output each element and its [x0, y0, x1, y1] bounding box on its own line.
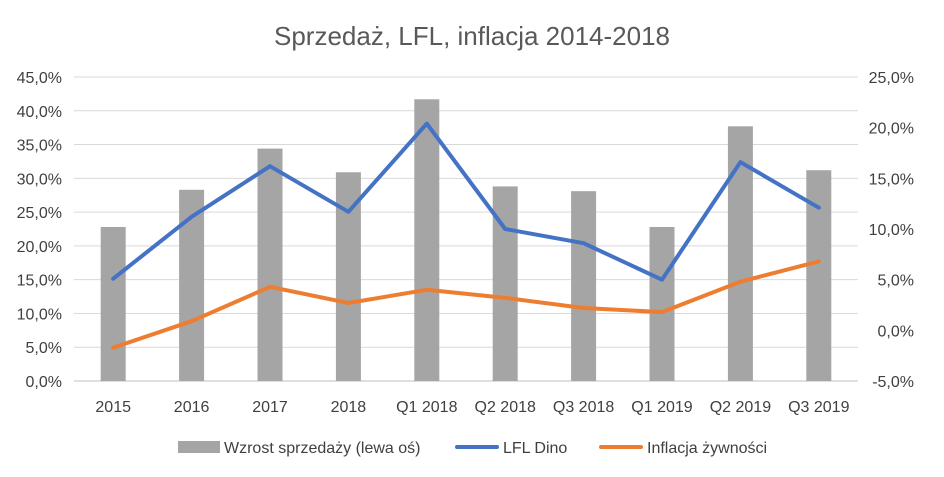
data-point [660, 310, 664, 314]
right-axis: -5,0% 0,0% 5,0% 10,0% 15,0% 20,0% 25,0% [869, 70, 914, 391]
left-tick-label: 10,0% [17, 306, 62, 323]
left-tick-label: 40,0% [17, 104, 62, 121]
x-tick-label: 2015 [95, 399, 131, 416]
line-series [111, 121, 821, 350]
data-point [268, 285, 272, 289]
legend-label: Wzrost sprzedaży (lewa oś) [224, 440, 421, 457]
data-point [346, 210, 350, 214]
left-tick-label: 5,0% [26, 340, 62, 357]
series-line [111, 259, 821, 350]
bar [806, 170, 832, 381]
series-line [111, 121, 821, 282]
left-tick-label: 30,0% [17, 171, 62, 188]
data-point [346, 301, 350, 305]
legend: Wzrost sprzedaży (lewa oś) LFL Dino Inflac… [178, 440, 767, 457]
x-tick-label: 2017 [252, 399, 288, 416]
data-point [582, 306, 586, 310]
data-point [660, 278, 664, 282]
x-tick-label: Q2 2018 [475, 399, 536, 416]
x-tick-label: Q2 2019 [710, 399, 771, 416]
data-point [190, 215, 194, 219]
x-tick-label: Q3 2018 [553, 399, 614, 416]
right-tick-label: 25,0% [869, 70, 914, 87]
legend-swatch [178, 441, 220, 453]
data-point [738, 160, 742, 164]
x-tick-label: Q1 2019 [631, 399, 692, 416]
data-point [738, 280, 742, 284]
bar [414, 99, 440, 381]
bar-series [100, 99, 832, 381]
data-point [582, 241, 586, 245]
data-point [268, 164, 272, 168]
x-tick-label: Q1 2018 [396, 399, 457, 416]
legend-label: Inflacja żywności [647, 440, 767, 457]
x-tick-label: 2016 [174, 399, 210, 416]
left-tick-label: 15,0% [17, 273, 62, 290]
bar [649, 226, 675, 381]
data-point [425, 288, 429, 292]
right-tick-label: 0,0% [878, 323, 914, 340]
x-axis: 2015 2016 2017 2018 Q1 2018 Q2 2018 Q3 2018 Q1 … [95, 399, 849, 416]
data-point [425, 122, 429, 126]
data-point [190, 319, 194, 323]
right-tick-label: 5,0% [878, 273, 914, 290]
right-tick-label: 20,0% [869, 121, 914, 138]
right-tick-label: 10,0% [869, 222, 914, 239]
x-tick-label: 2018 [331, 399, 367, 416]
bar [257, 148, 283, 381]
data-point [111, 277, 115, 281]
data-point [111, 346, 115, 350]
data-point [503, 227, 507, 231]
left-tick-label: 45,0% [17, 70, 62, 87]
data-point [817, 206, 821, 210]
left-axis: 0,0% 5,0% 10,0% 15,0% 20,0% 25,0% 30,0% 35,0% 40… [17, 70, 62, 391]
left-tick-label: 20,0% [17, 239, 62, 256]
left-tick-label: 0,0% [26, 374, 62, 391]
left-tick-label: 35,0% [17, 138, 62, 155]
bar [571, 191, 597, 381]
right-tick-label: 15,0% [869, 171, 914, 188]
x-tick-label: Q3 2019 [788, 399, 849, 416]
bar [100, 226, 126, 381]
data-point [503, 296, 507, 300]
left-tick-label: 25,0% [17, 205, 62, 222]
legend-label: LFL Dino [503, 440, 567, 457]
right-tick-label: -5,0% [872, 374, 914, 391]
chart-title: Sprzedaż, LFL, inflacja 2014-2018 [274, 21, 670, 51]
data-point [817, 259, 821, 263]
